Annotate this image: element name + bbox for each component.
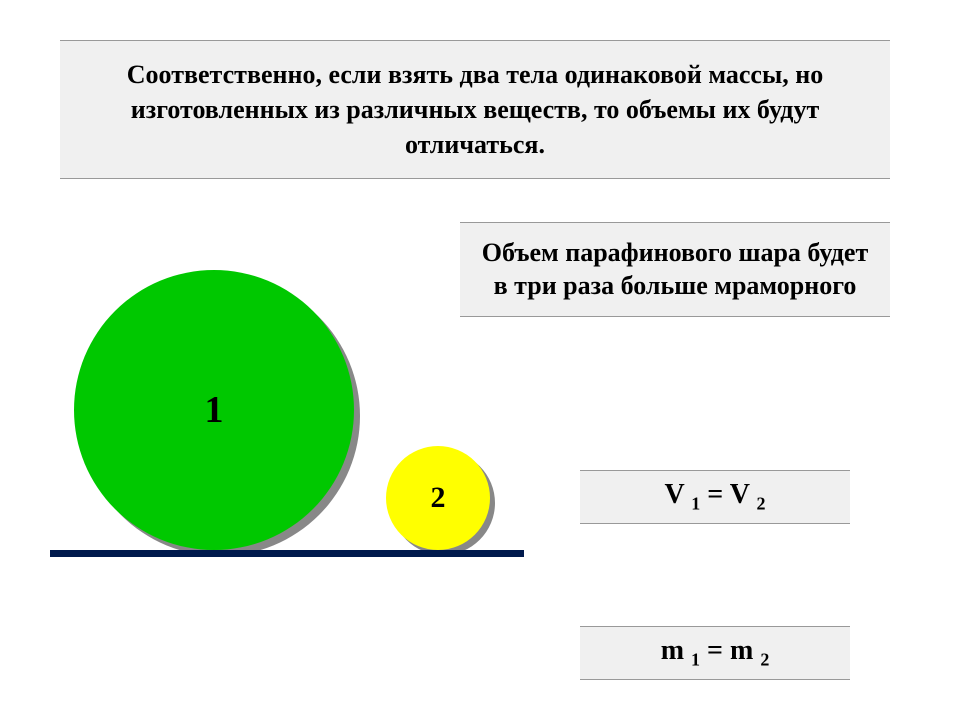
formula-volume: V 1 = V 2 bbox=[580, 470, 850, 524]
formula-var: V bbox=[665, 479, 685, 510]
formula-var2: V bbox=[730, 479, 750, 510]
large-circle-label: 1 bbox=[205, 388, 224, 432]
diagram: 1 2 bbox=[50, 270, 530, 590]
main-statement: Соответственно, если взять два тела один… bbox=[60, 40, 890, 179]
formula-sub1: 1 bbox=[691, 494, 700, 514]
small-circle: 2 bbox=[386, 446, 490, 550]
formula-mass: m 1 = m 2 bbox=[580, 626, 850, 680]
formula-op-sym: = bbox=[707, 635, 723, 666]
large-circle: 1 bbox=[74, 270, 354, 550]
small-circle-label: 2 bbox=[431, 481, 446, 515]
formula-var2: m bbox=[730, 635, 753, 666]
formula-var: m bbox=[661, 635, 684, 666]
ground-line bbox=[50, 550, 524, 557]
formula-sub2: 2 bbox=[756, 494, 765, 514]
formula-sub2: 2 bbox=[760, 650, 769, 670]
formula-op-sym: = bbox=[707, 479, 723, 510]
formula-sub1: 1 bbox=[691, 650, 700, 670]
